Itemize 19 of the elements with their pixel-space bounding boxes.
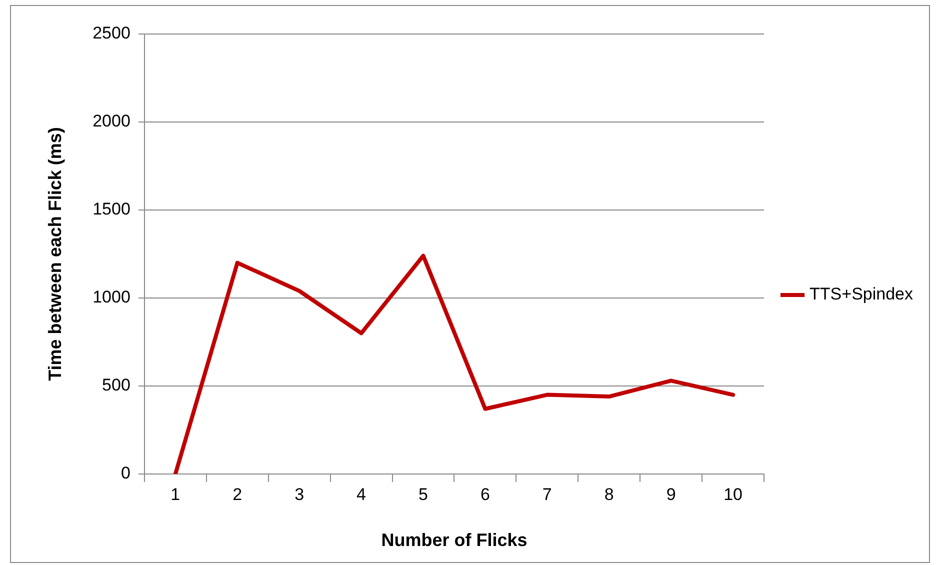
x-tick-label: 3 xyxy=(294,484,304,504)
x-axis-title: Number of Flicks xyxy=(381,530,528,550)
legend-label: TTS+Spindex xyxy=(810,284,914,304)
x-tick-label: 1 xyxy=(170,484,180,504)
x-tick-label: 4 xyxy=(356,484,366,504)
x-tick-label: 6 xyxy=(480,484,490,504)
x-tick-label: 2 xyxy=(232,484,242,504)
y-tick-label: 2000 xyxy=(92,112,130,131)
y-tick-label: 2500 xyxy=(92,24,130,43)
y-axis-title: Time between each Flick (ms) xyxy=(44,127,65,381)
x-tick-label: 9 xyxy=(666,484,676,504)
y-tick-label: 1500 xyxy=(92,200,130,219)
x-tick-label: 7 xyxy=(542,484,552,504)
y-tick-label: 0 xyxy=(120,464,130,483)
x-tick-label: 10 xyxy=(724,484,743,504)
x-tick-label: 5 xyxy=(418,484,428,504)
y-tick-label: 1000 xyxy=(92,288,130,307)
y-tick-label: 500 xyxy=(102,376,130,395)
x-tick-label: 8 xyxy=(604,484,614,504)
